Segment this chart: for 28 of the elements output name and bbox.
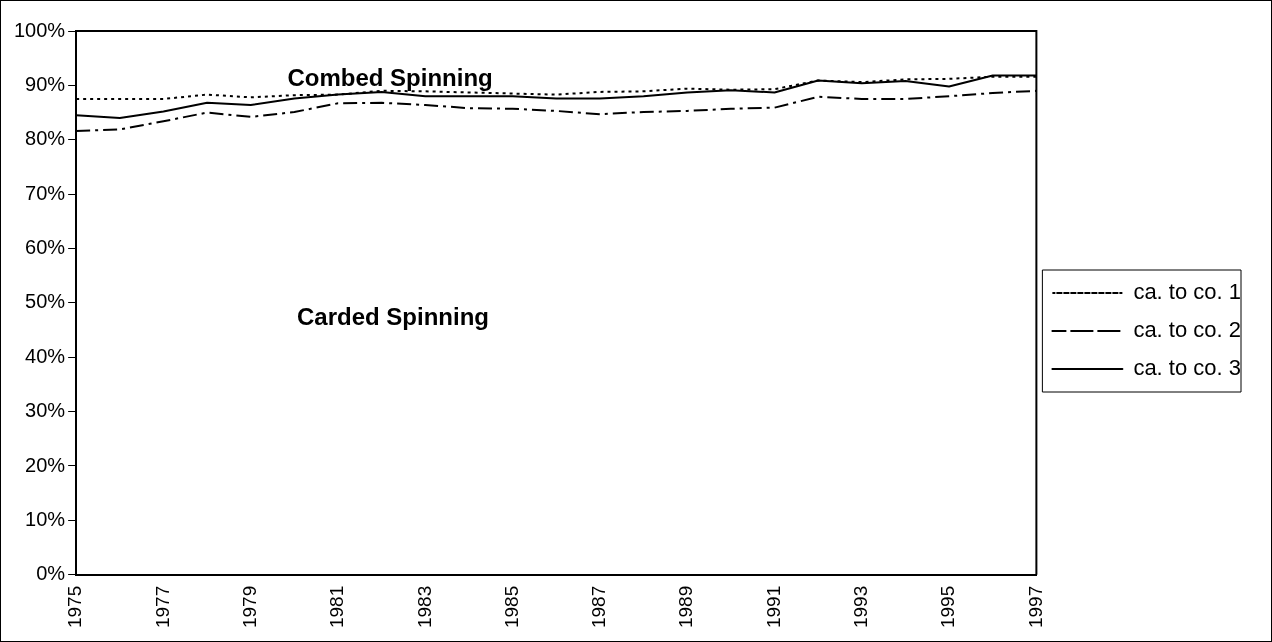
x-tick-label: 1989 [675,585,697,629]
y-tick-label: 50% [25,290,66,313]
y-tick-label: 30% [25,399,66,422]
x-tick-label: 1983 [413,585,435,629]
legend-label: ca. to co. 3 [1133,355,1242,381]
x-tick-label: 1991 [762,585,784,629]
annotation: Combed Spinning [287,63,493,92]
y-tick-label: 10% [25,507,66,530]
y-tick-label: 70% [25,181,66,204]
y-tick-label: 90% [25,72,66,95]
x-tick-label: 1977 [151,585,173,629]
x-tick-label: 1985 [500,585,522,629]
x-tick-label: 1997 [1024,585,1046,629]
y-tick-label: 0% [36,562,66,585]
x-tick-label: 1993 [850,585,872,629]
y-tick-label: 20% [25,453,66,476]
y-tick-label: 80% [25,127,66,150]
y-tick-label: 60% [25,236,66,259]
x-tick-label: 1981 [326,585,348,629]
x-tick-label: 1979 [238,585,260,629]
x-tick-label: 1987 [588,585,610,629]
x-tick-label: 1995 [937,585,959,629]
annotation: Carded Spinning [297,302,489,331]
x-tick-label: 1975 [64,585,86,629]
y-tick-label: 100% [14,18,66,41]
y-tick-label: 40% [25,344,66,367]
legend-label: ca. to co. 2 [1133,317,1242,343]
legend-label: ca. to co. 1 [1133,279,1242,305]
